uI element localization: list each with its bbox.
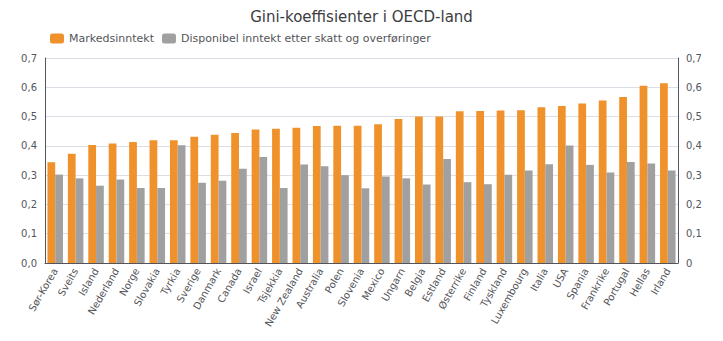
svg-text:0,4: 0,4: [686, 140, 702, 151]
svg-text:Polen: Polen: [322, 266, 346, 296]
svg-text:Italia: Italia: [528, 266, 550, 293]
svg-text:Hellas: Hellas: [627, 266, 652, 298]
svg-text:0,5: 0,5: [686, 111, 702, 122]
svg-text:Frankrike: Frankrike: [578, 266, 612, 312]
svg-text:Nederland: Nederland: [86, 266, 121, 316]
svg-text:Tyrkia: Tyrkia: [158, 266, 183, 298]
svg-text:Danmark: Danmark: [191, 266, 224, 311]
svg-text:0,6: 0,6: [21, 82, 37, 93]
svg-text:Markedsinntekt: Markedsinntekt: [69, 32, 155, 45]
svg-text:Portugal: Portugal: [602, 266, 632, 307]
svg-text:Mexico: Mexico: [359, 266, 387, 302]
svg-text:0,2: 0,2: [21, 199, 37, 210]
svg-text:Island: Island: [76, 266, 101, 298]
svg-text:0,3: 0,3: [21, 170, 37, 181]
svg-text:Irland: Irland: [649, 266, 673, 296]
svg-text:Australia: Australia: [294, 266, 326, 310]
svg-text:0,3: 0,3: [686, 170, 702, 181]
svg-text:0,4: 0,4: [21, 140, 37, 151]
svg-text:0,2: 0,2: [686, 199, 702, 210]
svg-text:Estland: Estland: [419, 266, 448, 304]
svg-text:0,6: 0,6: [686, 82, 702, 93]
svg-text:0,0: 0,0: [21, 258, 37, 269]
svg-text:USA: USA: [551, 266, 571, 290]
svg-text:Østerrike: Østerrike: [436, 266, 468, 311]
svg-text:0: 0: [686, 258, 692, 269]
svg-text:0,7: 0,7: [686, 53, 702, 64]
svg-text:0,7: 0,7: [21, 53, 37, 64]
svg-text:Sør-Korea: Sør-Korea: [27, 266, 60, 313]
svg-text:Tyskland: Tyskland: [478, 266, 510, 309]
svg-text:Ungarn: Ungarn: [379, 266, 407, 303]
svg-text:Finland: Finland: [461, 266, 489, 303]
svg-text:Israel: Israel: [241, 266, 265, 296]
svg-text:Norge: Norge: [117, 266, 142, 298]
svg-text:New Zealand: New Zealand: [262, 266, 305, 329]
svg-text:0,1: 0,1: [21, 228, 37, 239]
svg-text:Tsjekkia: Tsjekkia: [255, 266, 285, 306]
svg-text:Canada: Canada: [215, 266, 244, 304]
svg-text:Spania: Spania: [564, 266, 591, 302]
svg-text:0,5: 0,5: [21, 111, 37, 122]
svg-text:Sverige: Sverige: [174, 266, 203, 305]
svg-text:Gini-koeffisienter i OECD-land: Gini-koeffisienter i OECD-land: [250, 8, 473, 26]
svg-text:Disponibel inntekt etter skatt: Disponibel inntekt etter skatt og overfø…: [181, 32, 431, 45]
svg-text:Slovakia: Slovakia: [132, 266, 162, 308]
svg-text:Sveits: Sveits: [55, 266, 81, 298]
svg-text:Slovenia: Slovenia: [335, 266, 366, 308]
svg-text:0,1: 0,1: [686, 228, 702, 239]
svg-text:Belgia: Belgia: [402, 266, 428, 299]
svg-text:Luxembourg: Luxembourg: [489, 266, 530, 325]
